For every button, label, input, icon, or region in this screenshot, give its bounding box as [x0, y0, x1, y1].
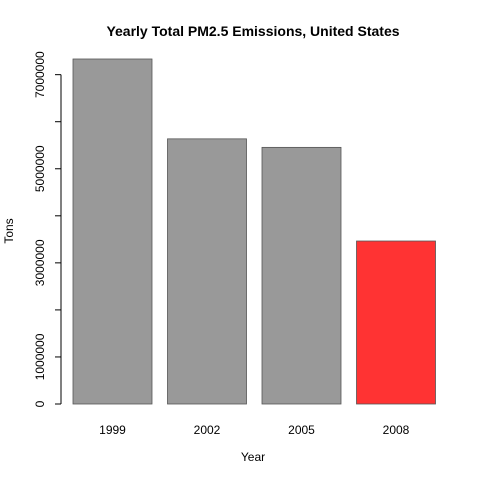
x-axis-title: Year	[241, 450, 265, 464]
y-axis-title: Tons	[2, 218, 16, 243]
x-tick-label-2002: 2002	[194, 423, 221, 437]
y-tick-label: 1000000	[33, 333, 47, 380]
x-tick-label-2005: 2005	[288, 423, 315, 437]
x-axis-labels: 1999 2002 2005 2008	[99, 423, 410, 437]
bar-1999	[72, 58, 153, 405]
bar-2005	[261, 146, 342, 405]
y-tick-label: 5000000	[33, 145, 47, 192]
y-tick-label: 7000000	[33, 51, 47, 98]
x-tick-label-2008: 2008	[383, 423, 410, 437]
y-tick-label: 3000000	[33, 239, 47, 286]
x-tick-label-1999: 1999	[99, 423, 126, 437]
y-axis: 0 1000000 3000000 5000000 7000000	[33, 51, 62, 407]
bars-layer	[72, 58, 436, 405]
bar-2008	[356, 240, 436, 405]
y-tick-label: 0	[33, 400, 47, 407]
chart-title: Yearly Total PM2.5 Emissions, United Sta…	[106, 23, 399, 39]
bar-2002	[167, 138, 247, 405]
